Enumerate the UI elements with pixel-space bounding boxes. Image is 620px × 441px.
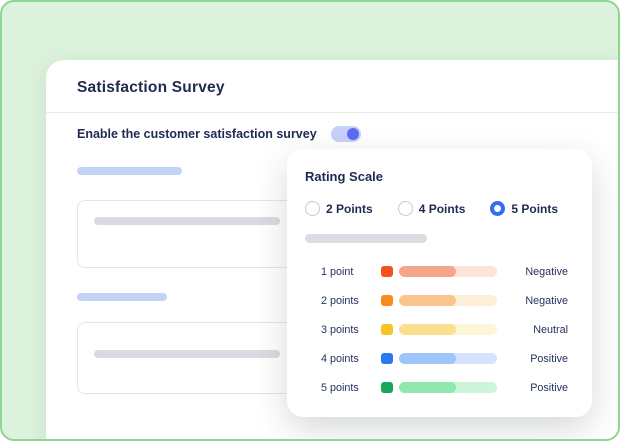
meter-fill [399,353,456,364]
scale-row-4-points: 4 points Positive [287,344,592,373]
radio-option-5-points[interactable]: 5 Points [490,201,558,216]
scale-row-1-point: 1 point Negative [287,257,592,286]
radio-label: 2 Points [326,201,373,216]
sentiment-meter [399,353,497,364]
skeleton-text-placeholder [305,234,427,243]
scale-row-3-points: 3 points Neutral [287,315,592,344]
radio-icon[interactable] [397,201,413,216]
radio-option-4-points[interactable]: 4 Points [397,201,466,216]
sentiment-meter [399,324,497,335]
skeleton-text-placeholder [94,350,280,358]
color-swatch-icon [381,382,393,393]
sentiment-label: Negative [525,265,568,278]
sentiment-meter [399,266,497,277]
sentiment-label: Neutral [533,323,568,336]
sentiment-meter [399,295,497,306]
points-label: 2 points [321,294,359,307]
rating-scale-title: Rating Scale [305,169,384,184]
enable-survey-label: Enable the customer satisfaction survey [77,127,317,141]
color-swatch-icon [381,266,393,277]
skeleton-label-placeholder [77,293,167,301]
enable-survey-row: Enable the customer satisfaction survey [77,126,361,142]
scale-row-2-points: 2 points Negative [287,286,592,315]
skeleton-text-placeholder [94,217,280,225]
scale-row-5-points: 5 points Positive [287,373,592,402]
rating-scale-panel: Rating Scale 2 Points 4 Points 5 Points … [287,149,592,417]
color-swatch-icon [381,353,393,364]
enable-survey-toggle[interactable] [330,126,361,142]
points-label: 4 points [321,352,359,365]
points-label: 5 points [321,381,359,394]
points-label: 1 point [321,265,354,278]
color-swatch-icon [381,295,393,306]
meter-fill [399,266,456,277]
skeleton-label-placeholder [77,167,182,175]
meter-fill [399,295,456,306]
meter-fill [399,382,456,393]
sentiment-meter [399,382,497,393]
meter-fill [399,324,456,335]
color-swatch-icon [381,324,393,335]
points-label: 3 points [321,323,359,336]
sentiment-label: Negative [525,294,568,307]
radio-icon[interactable] [490,201,506,216]
radio-label: 4 Points [418,201,466,216]
radio-label: 5 Points [511,201,559,216]
radio-icon[interactable] [305,201,320,216]
sentiment-label: Positive [530,352,568,365]
rating-scale-rows: 1 point Negative 2 points Negative 3 poi… [287,257,592,402]
page-title: Satisfaction Survey [77,79,225,96]
divider [46,112,618,113]
toggle-knob-icon [346,128,359,140]
radio-option-2-points[interactable]: 2 Points [305,201,373,216]
points-radio-group: 2 Points 4 Points 5 Points [305,201,558,216]
sentiment-label: Positive [530,381,568,394]
